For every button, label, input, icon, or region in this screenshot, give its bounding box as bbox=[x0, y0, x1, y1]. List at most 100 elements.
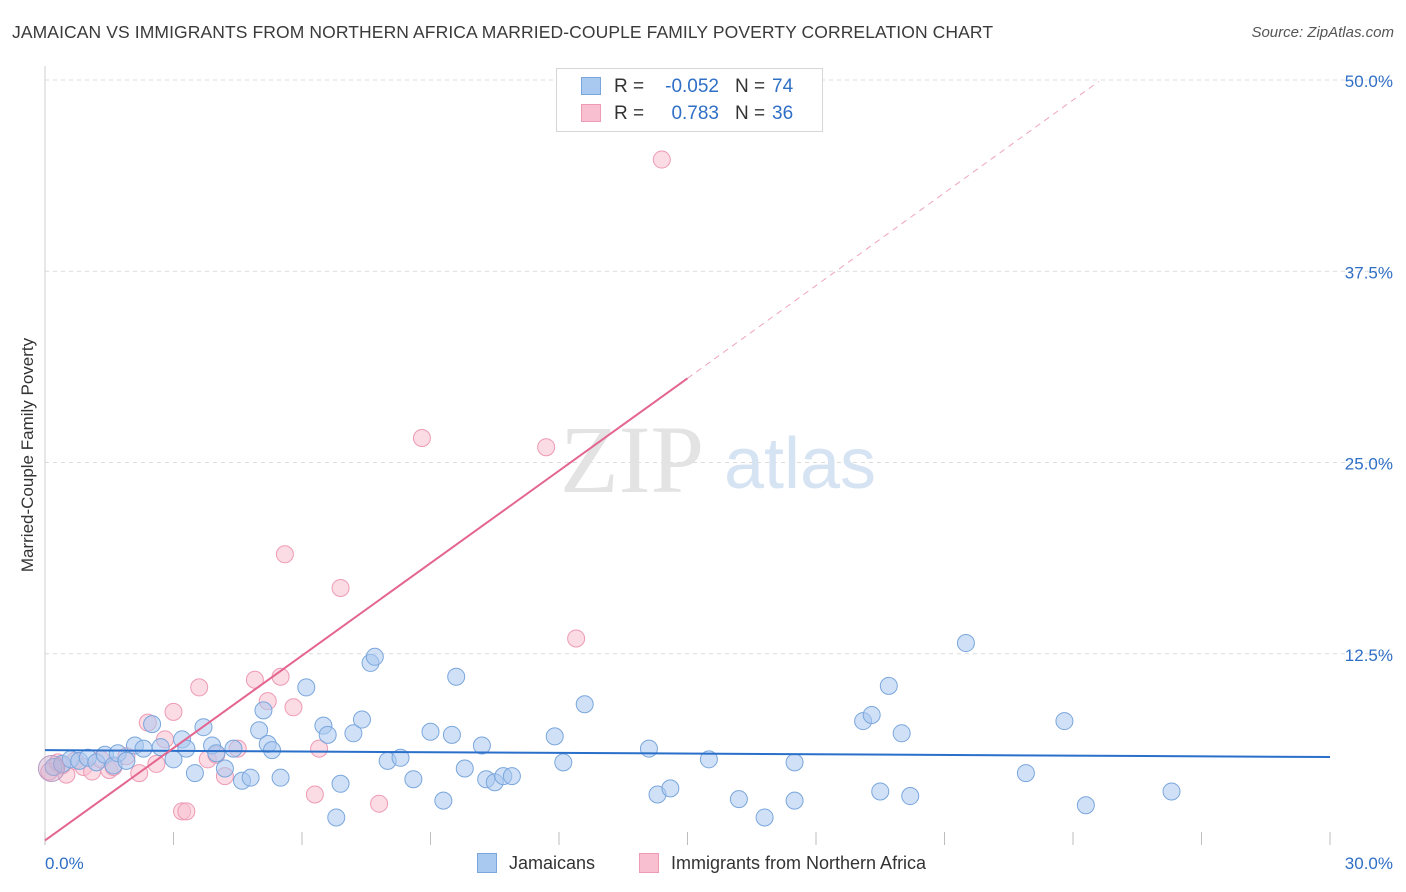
data-point-jamaicans bbox=[207, 744, 226, 763]
trend-line-immigrants bbox=[44, 377, 689, 842]
stats-swatch-jamaicans bbox=[581, 77, 601, 95]
n-label: N = bbox=[735, 103, 766, 124]
y-tick-label: 25.0% bbox=[1345, 455, 1393, 474]
data-point-jamaicans bbox=[442, 725, 461, 744]
data-point-jamaicans bbox=[447, 667, 466, 686]
r-label: R = bbox=[614, 76, 645, 97]
r-value: 0.783 bbox=[671, 103, 719, 124]
data-point-immigrants bbox=[305, 785, 324, 804]
data-point-immigrants bbox=[190, 678, 209, 697]
data-point-immigrants bbox=[537, 438, 556, 457]
data-point-immigrants bbox=[284, 698, 303, 717]
data-point-jamaicans bbox=[502, 767, 521, 786]
y-tick-label: 37.5% bbox=[1345, 263, 1393, 282]
axes bbox=[44, 66, 1331, 845]
data-point-jamaicans bbox=[892, 724, 911, 743]
data-point-jamaicans bbox=[263, 741, 282, 760]
data-point-jamaicans bbox=[1055, 712, 1074, 731]
data-point-immigrants bbox=[310, 739, 329, 758]
data-point-jamaicans bbox=[901, 787, 920, 806]
legend-swatch-jamaicans bbox=[477, 853, 497, 873]
watermark-atlas: atlas bbox=[724, 424, 876, 504]
data-point-jamaicans bbox=[575, 695, 594, 714]
source-label: Source: ZipAtlas.com bbox=[1251, 24, 1394, 41]
series-jamaicans-points bbox=[37, 634, 1181, 827]
trend-lines bbox=[44, 81, 1331, 842]
data-point-immigrants bbox=[567, 629, 586, 648]
data-point-immigrants bbox=[412, 429, 431, 448]
data-point-jamaicans bbox=[545, 727, 564, 746]
data-point-jamaicans bbox=[879, 676, 898, 695]
data-point-jamaicans bbox=[755, 808, 774, 827]
data-point-immigrants bbox=[652, 150, 671, 169]
stats-box: R = -0.052 N = 74 R = 0.783 N = 36 bbox=[556, 68, 823, 132]
data-point-jamaicans bbox=[352, 710, 371, 729]
stats-row-immigrants: R = 0.783 N = 36 bbox=[557, 101, 822, 127]
grid-lines bbox=[45, 79, 1392, 655]
data-point-jamaicans bbox=[661, 779, 680, 798]
watermark: ZIP atlas bbox=[560, 406, 876, 513]
data-point-jamaicans bbox=[365, 647, 384, 666]
trend-line-jamaicans bbox=[44, 749, 1331, 759]
data-point-immigrants bbox=[147, 754, 166, 773]
x-tick-label: 30.0% bbox=[1345, 854, 1393, 873]
data-point-jamaicans bbox=[785, 753, 804, 772]
x-tick-label: 0.0% bbox=[45, 854, 84, 873]
legend-swatch-immigrants bbox=[639, 853, 659, 873]
data-point-jamaicans bbox=[862, 705, 881, 724]
data-point-jamaicans bbox=[250, 721, 269, 740]
data-point-jamaicans bbox=[1076, 796, 1095, 815]
data-point-jamaicans bbox=[1162, 782, 1181, 801]
data-point-jamaicans bbox=[391, 748, 410, 767]
data-point-jamaicans bbox=[639, 739, 658, 758]
y-axis-label: Married-Couple Family Poverty bbox=[18, 337, 37, 573]
data-point-jamaicans bbox=[318, 725, 337, 744]
data-point-jamaicans bbox=[956, 634, 975, 653]
data-point-immigrants bbox=[275, 545, 294, 564]
data-point-jamaicans bbox=[455, 759, 474, 778]
data-point-jamaicans bbox=[241, 768, 260, 787]
watermark-zip: ZIP bbox=[560, 406, 704, 513]
data-point-immigrants bbox=[177, 802, 196, 821]
data-point-jamaicans bbox=[117, 751, 136, 770]
chart-title: JAMAICAN VS IMMIGRANTS FROM NORTHERN AFR… bbox=[12, 22, 994, 42]
legend-label-jamaicans: Jamaicans bbox=[509, 853, 596, 873]
data-point-jamaicans bbox=[1016, 764, 1035, 783]
data-point-jamaicans bbox=[699, 750, 718, 769]
data-point-jamaicans bbox=[554, 753, 573, 772]
data-point-jamaicans bbox=[729, 790, 748, 809]
data-point-jamaicans bbox=[344, 724, 363, 743]
data-point-immigrants bbox=[370, 794, 389, 813]
data-point-jamaicans bbox=[331, 774, 350, 793]
data-point-immigrants bbox=[331, 578, 350, 597]
y-tick-label: 12.5% bbox=[1345, 646, 1393, 665]
n-value: 36 bbox=[772, 103, 794, 124]
r-label: R = bbox=[614, 103, 645, 124]
data-point-jamaicans bbox=[472, 736, 491, 755]
data-point-jamaicans bbox=[224, 739, 243, 758]
n-label: N = bbox=[735, 76, 766, 97]
n-value: 74 bbox=[772, 76, 794, 97]
data-point-jamaicans bbox=[327, 808, 346, 827]
data-point-jamaicans bbox=[421, 722, 440, 741]
tick-labels: 12.5% 25.0% 37.5% 50.0% 0.0% 30.0% bbox=[45, 72, 1393, 873]
data-point-jamaicans bbox=[215, 759, 234, 778]
data-point-immigrants bbox=[164, 702, 183, 721]
data-point-cluster bbox=[37, 755, 65, 782]
y-tick-label: 50.0% bbox=[1345, 72, 1393, 91]
stats-row-jamaicans: R = -0.052 N = 74 bbox=[557, 74, 822, 100]
stats-swatch-immigrants bbox=[581, 104, 601, 122]
data-point-jamaicans bbox=[404, 770, 423, 789]
data-point-jamaicans bbox=[254, 701, 273, 720]
data-point-jamaicans bbox=[434, 791, 453, 810]
data-point-jamaicans bbox=[177, 739, 196, 758]
data-point-jamaicans bbox=[785, 791, 804, 810]
legend-label-immigrants: Immigrants from Northern Africa bbox=[671, 853, 927, 873]
r-value: -0.052 bbox=[665, 76, 719, 97]
trend-line-immigrants-extension bbox=[687, 81, 1099, 379]
data-point-jamaicans bbox=[134, 739, 153, 758]
data-point-jamaicans bbox=[143, 715, 162, 734]
data-point-jamaicans bbox=[871, 782, 890, 801]
data-point-jamaicans bbox=[185, 764, 204, 783]
